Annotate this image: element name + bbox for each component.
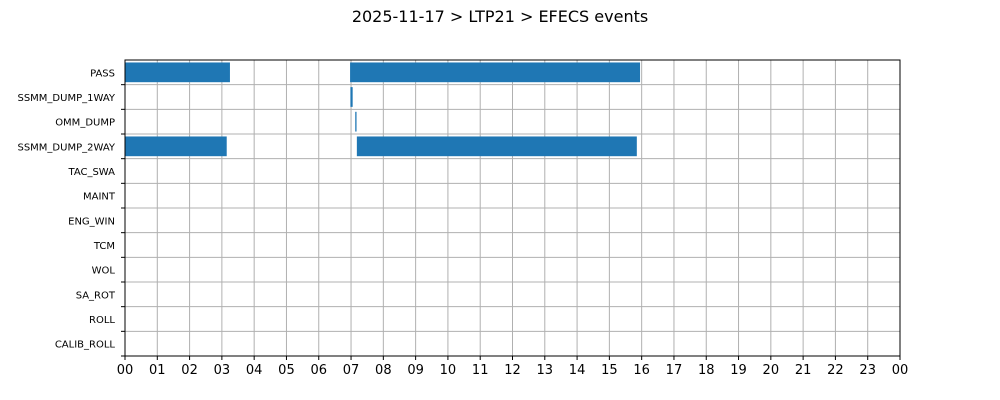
x-tick-label: 05 — [278, 363, 295, 378]
x-tick-label: 01 — [149, 363, 166, 378]
y-tick-label: ROLL — [89, 315, 115, 326]
x-tick-label: 20 — [763, 363, 780, 378]
event-bar — [125, 136, 227, 157]
x-tick-label: 07 — [343, 363, 360, 378]
x-tick-label: 02 — [181, 363, 198, 378]
x-tick-label: 15 — [601, 363, 618, 378]
x-tick-label: 12 — [504, 363, 521, 378]
event-bar — [356, 136, 637, 157]
x-tick-label: 18 — [698, 363, 715, 378]
y-tick-label: SSMM_DUMP_1WAY — [17, 93, 115, 104]
y-tick-label: SSMM_DUMP_2WAY — [17, 142, 115, 153]
event-bar — [350, 87, 353, 107]
x-tick-label: 03 — [214, 363, 231, 378]
y-tick-label: ENG_WIN — [68, 216, 115, 227]
y-axis: PASS SSMM_DUMP_1WAY OMM_DUMP SSMM_DUMP_2WAY… — [17, 68, 125, 357]
x-tick-label: 04 — [246, 363, 263, 378]
y-tick-label: TCM — [93, 241, 115, 252]
x-tick-label: 21 — [795, 363, 812, 378]
y-tick-label: TAC_SWA — [67, 167, 115, 178]
x-tick-label: 06 — [310, 363, 327, 378]
y-tick-label: CALIB_ROLL — [55, 340, 116, 351]
x-tick-label: 09 — [407, 363, 424, 378]
x-tick-label: 10 — [440, 363, 457, 378]
x-tick-label: 22 — [827, 363, 844, 378]
y-tick-label: OMM_DUMP — [55, 118, 115, 129]
x-tick-label: 14 — [569, 363, 586, 378]
y-tick-label: PASS — [90, 68, 115, 79]
x-tick-label: 11 — [472, 363, 489, 378]
event-bar — [355, 111, 357, 132]
x-tick-label: 00 — [892, 363, 909, 378]
x-tick-label: 19 — [730, 363, 747, 378]
event-bar — [350, 62, 641, 83]
x-tick-label: 23 — [859, 363, 876, 378]
x-tick-label: 16 — [633, 363, 650, 378]
x-tick-label: 17 — [666, 363, 683, 378]
event-bar — [125, 62, 230, 83]
x-tick-label: 08 — [375, 363, 392, 378]
x-tick-label: 00 — [117, 363, 134, 378]
bars — [125, 62, 641, 157]
y-tick-label: MAINT — [83, 192, 116, 203]
y-tick-label: SA_ROT — [76, 290, 116, 301]
y-tick-label: WOL — [92, 266, 116, 277]
grid — [125, 60, 900, 356]
chart-title: 2025-11-17 > LTP21 > EFECS events — [352, 7, 648, 26]
x-axis: 00 01 02 03 04 05 06 07 08 09 10 11 12 13 14 15 16 17 18 19… — [117, 356, 909, 378]
x-tick-label: 13 — [537, 363, 554, 378]
